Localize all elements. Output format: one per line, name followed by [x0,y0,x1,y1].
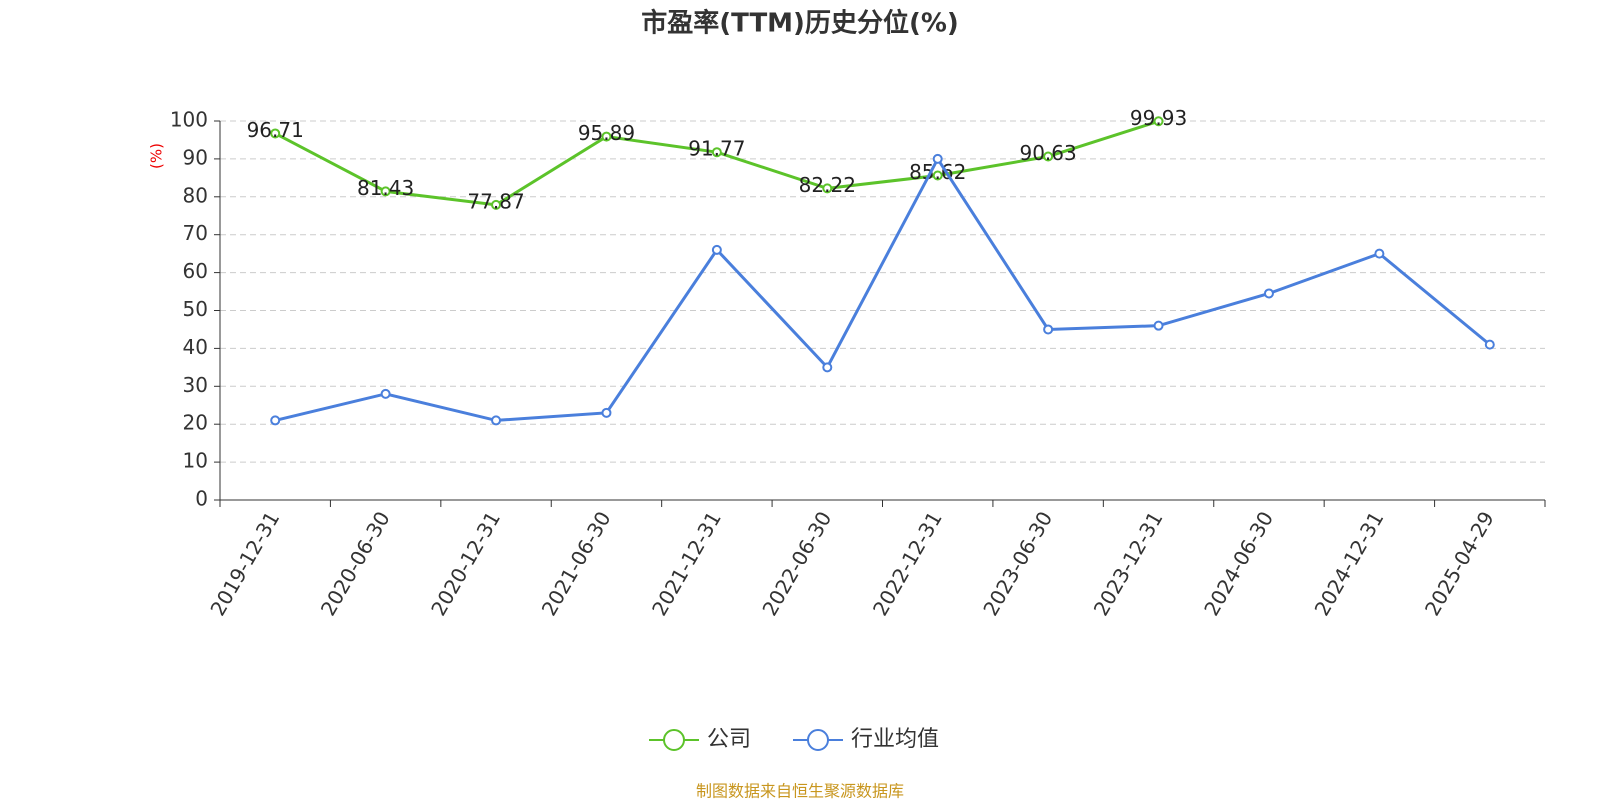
data-point [1374,248,1385,259]
data-point [601,407,612,418]
x-tick-label: 2022-12-31 [868,507,947,620]
legend-item: 行业均值 [793,727,939,752]
y-tick-label: 50 [183,297,208,321]
data-label: 99.93 [1130,106,1187,130]
x-tick-label: 2024-12-31 [1310,507,1389,620]
data-point [1043,324,1054,335]
chart-title: 市盈率(TTM)历史分位(%) [641,8,959,39]
data-point [1153,116,1164,127]
x-tick-label: 2020-12-31 [426,507,505,620]
data-label: 81.43 [357,176,414,200]
data-point [601,131,612,142]
y-tick-label: 40 [183,335,208,359]
data-point [932,153,943,164]
data-point [380,186,391,197]
x-tick-label: 2021-06-30 [537,507,616,620]
data-point [1484,339,1495,350]
x-tick-label: 2019-12-31 [205,507,284,620]
x-tick-label: 2023-06-30 [978,507,1057,620]
x-tick-label: 2024-06-30 [1199,507,1278,620]
data-label: 91.77 [688,137,745,161]
data-point [491,415,502,426]
y-tick-label: 20 [183,411,208,435]
data-point [822,183,833,194]
data-label: 82.22 [799,173,856,197]
data-point [380,388,391,399]
data-label: 90.63 [1019,141,1076,165]
data-point [491,199,502,210]
data-label: 96.71 [247,118,304,142]
data-label: 95.89 [578,121,635,145]
y-axis-label: (%) [148,143,166,169]
y-tick-label: 30 [183,373,208,397]
y-tick-label: 80 [183,183,208,207]
data-point [711,244,722,255]
y-tick-label: 0 [195,487,208,511]
data-point [270,415,281,426]
data-point [1043,151,1054,162]
data-point [1263,288,1274,299]
x-tick-label: 2022-06-30 [757,507,836,620]
data-point [711,147,722,158]
legend-marker [663,729,685,751]
y-tick-label: 60 [183,259,208,283]
x-tick-label: 2023-12-31 [1089,507,1168,620]
legend-marker [807,729,829,751]
x-tick-label: 2021-12-31 [647,507,726,620]
x-tick-label: 2025-04-29 [1420,507,1499,620]
y-tick-label: 100 [170,108,208,132]
data-label: 77.87 [467,189,524,213]
series-line [274,155,1491,422]
y-tick-label: 10 [183,449,208,473]
y-tick-label: 70 [183,221,208,245]
y-tick-label: 90 [183,145,208,169]
x-tick-label: 2020-06-30 [316,507,395,620]
data-point [932,170,943,181]
legend-item: 公司 [649,727,751,752]
data-point [822,362,833,373]
legend-label: 行业均值 [851,727,939,752]
legend-label: 公司 [707,727,751,752]
data-point [270,128,281,139]
data-label: 85.62 [909,160,966,184]
source: 制图数据来自恒生聚源数据库 [696,782,904,800]
data-point [1153,320,1164,331]
